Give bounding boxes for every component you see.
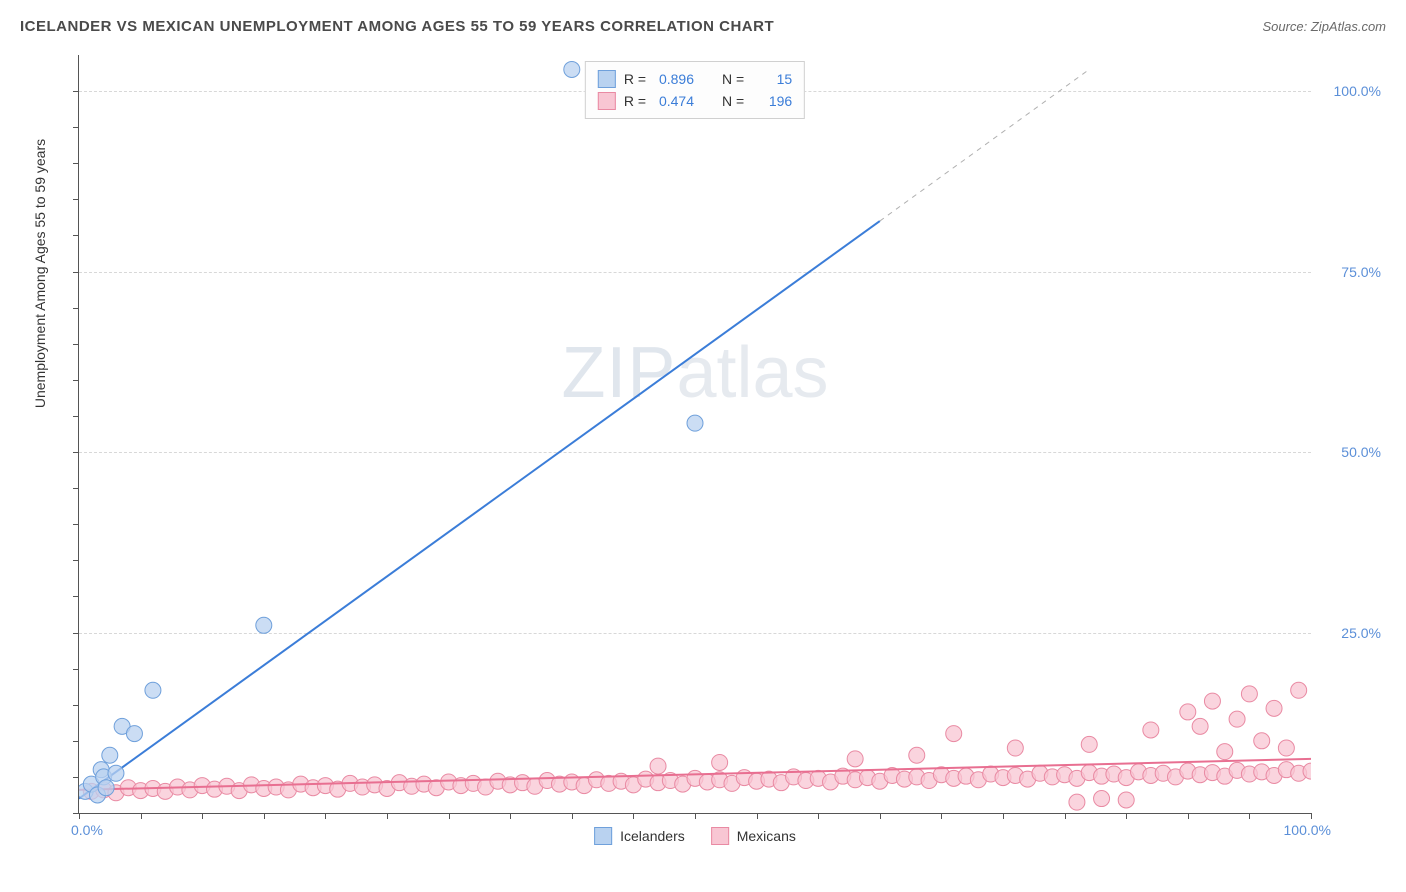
y-axis-label: Unemployment Among Ages 55 to 59 years bbox=[32, 138, 48, 407]
x-tick bbox=[572, 813, 573, 819]
y-tick-label: 50.0% bbox=[1321, 444, 1381, 460]
y-tick-label: 75.0% bbox=[1321, 264, 1381, 280]
y-tick-label: 100.0% bbox=[1321, 83, 1381, 99]
legend-row-mexicans: R = 0.474 N = 196 bbox=[598, 90, 792, 112]
x-tick bbox=[880, 813, 881, 819]
legend-item-mexicans: Mexicans bbox=[711, 827, 796, 845]
legend-item-icelanders: Icelanders bbox=[594, 827, 685, 845]
plot-region: ZIPatlas R = 0.896 N = 15 R = 0.474 N = … bbox=[78, 55, 1311, 814]
x-tick-0: 0.0% bbox=[71, 822, 103, 838]
r-value-mexicans: 0.474 bbox=[654, 93, 694, 109]
x-tick bbox=[387, 813, 388, 819]
x-tick bbox=[1188, 813, 1189, 819]
r-value-icelanders: 0.896 bbox=[654, 71, 694, 87]
x-tick bbox=[202, 813, 203, 819]
legend-row-icelanders: R = 0.896 N = 15 bbox=[598, 68, 792, 90]
swatch-icon bbox=[711, 827, 729, 845]
x-tick bbox=[325, 813, 326, 819]
series-legend: Icelanders Mexicans bbox=[594, 827, 796, 845]
x-tick bbox=[1311, 813, 1312, 819]
x-tick bbox=[633, 813, 634, 819]
swatch-icelanders bbox=[598, 70, 616, 88]
n-value-icelanders: 15 bbox=[752, 71, 792, 87]
x-tick bbox=[1003, 813, 1004, 819]
x-tick bbox=[818, 813, 819, 819]
chart-title: ICELANDER VS MEXICAN UNEMPLOYMENT AMONG … bbox=[20, 18, 774, 35]
swatch-icon bbox=[594, 827, 612, 845]
y-tick-label: 25.0% bbox=[1321, 625, 1381, 641]
x-tick bbox=[941, 813, 942, 819]
n-value-mexicans: 196 bbox=[752, 93, 792, 109]
x-tick bbox=[79, 813, 80, 819]
x-tick bbox=[1126, 813, 1127, 819]
x-tick bbox=[1065, 813, 1066, 819]
x-tick bbox=[695, 813, 696, 819]
x-tick bbox=[264, 813, 265, 819]
x-tick bbox=[1249, 813, 1250, 819]
chart-area: Unemployment Among Ages 55 to 59 years Z… bbox=[50, 55, 1386, 852]
swatch-mexicans bbox=[598, 92, 616, 110]
source-attribution: Source: ZipAtlas.com bbox=[1262, 19, 1386, 34]
scatter-svg bbox=[79, 55, 1311, 813]
x-tick-100: 100.0% bbox=[1284, 822, 1331, 838]
x-tick bbox=[141, 813, 142, 819]
x-tick bbox=[510, 813, 511, 819]
legend-label: Mexicans bbox=[737, 828, 796, 844]
x-tick bbox=[449, 813, 450, 819]
x-tick bbox=[757, 813, 758, 819]
correlation-legend: R = 0.896 N = 15 R = 0.474 N = 196 bbox=[585, 61, 805, 119]
legend-label: Icelanders bbox=[620, 828, 685, 844]
